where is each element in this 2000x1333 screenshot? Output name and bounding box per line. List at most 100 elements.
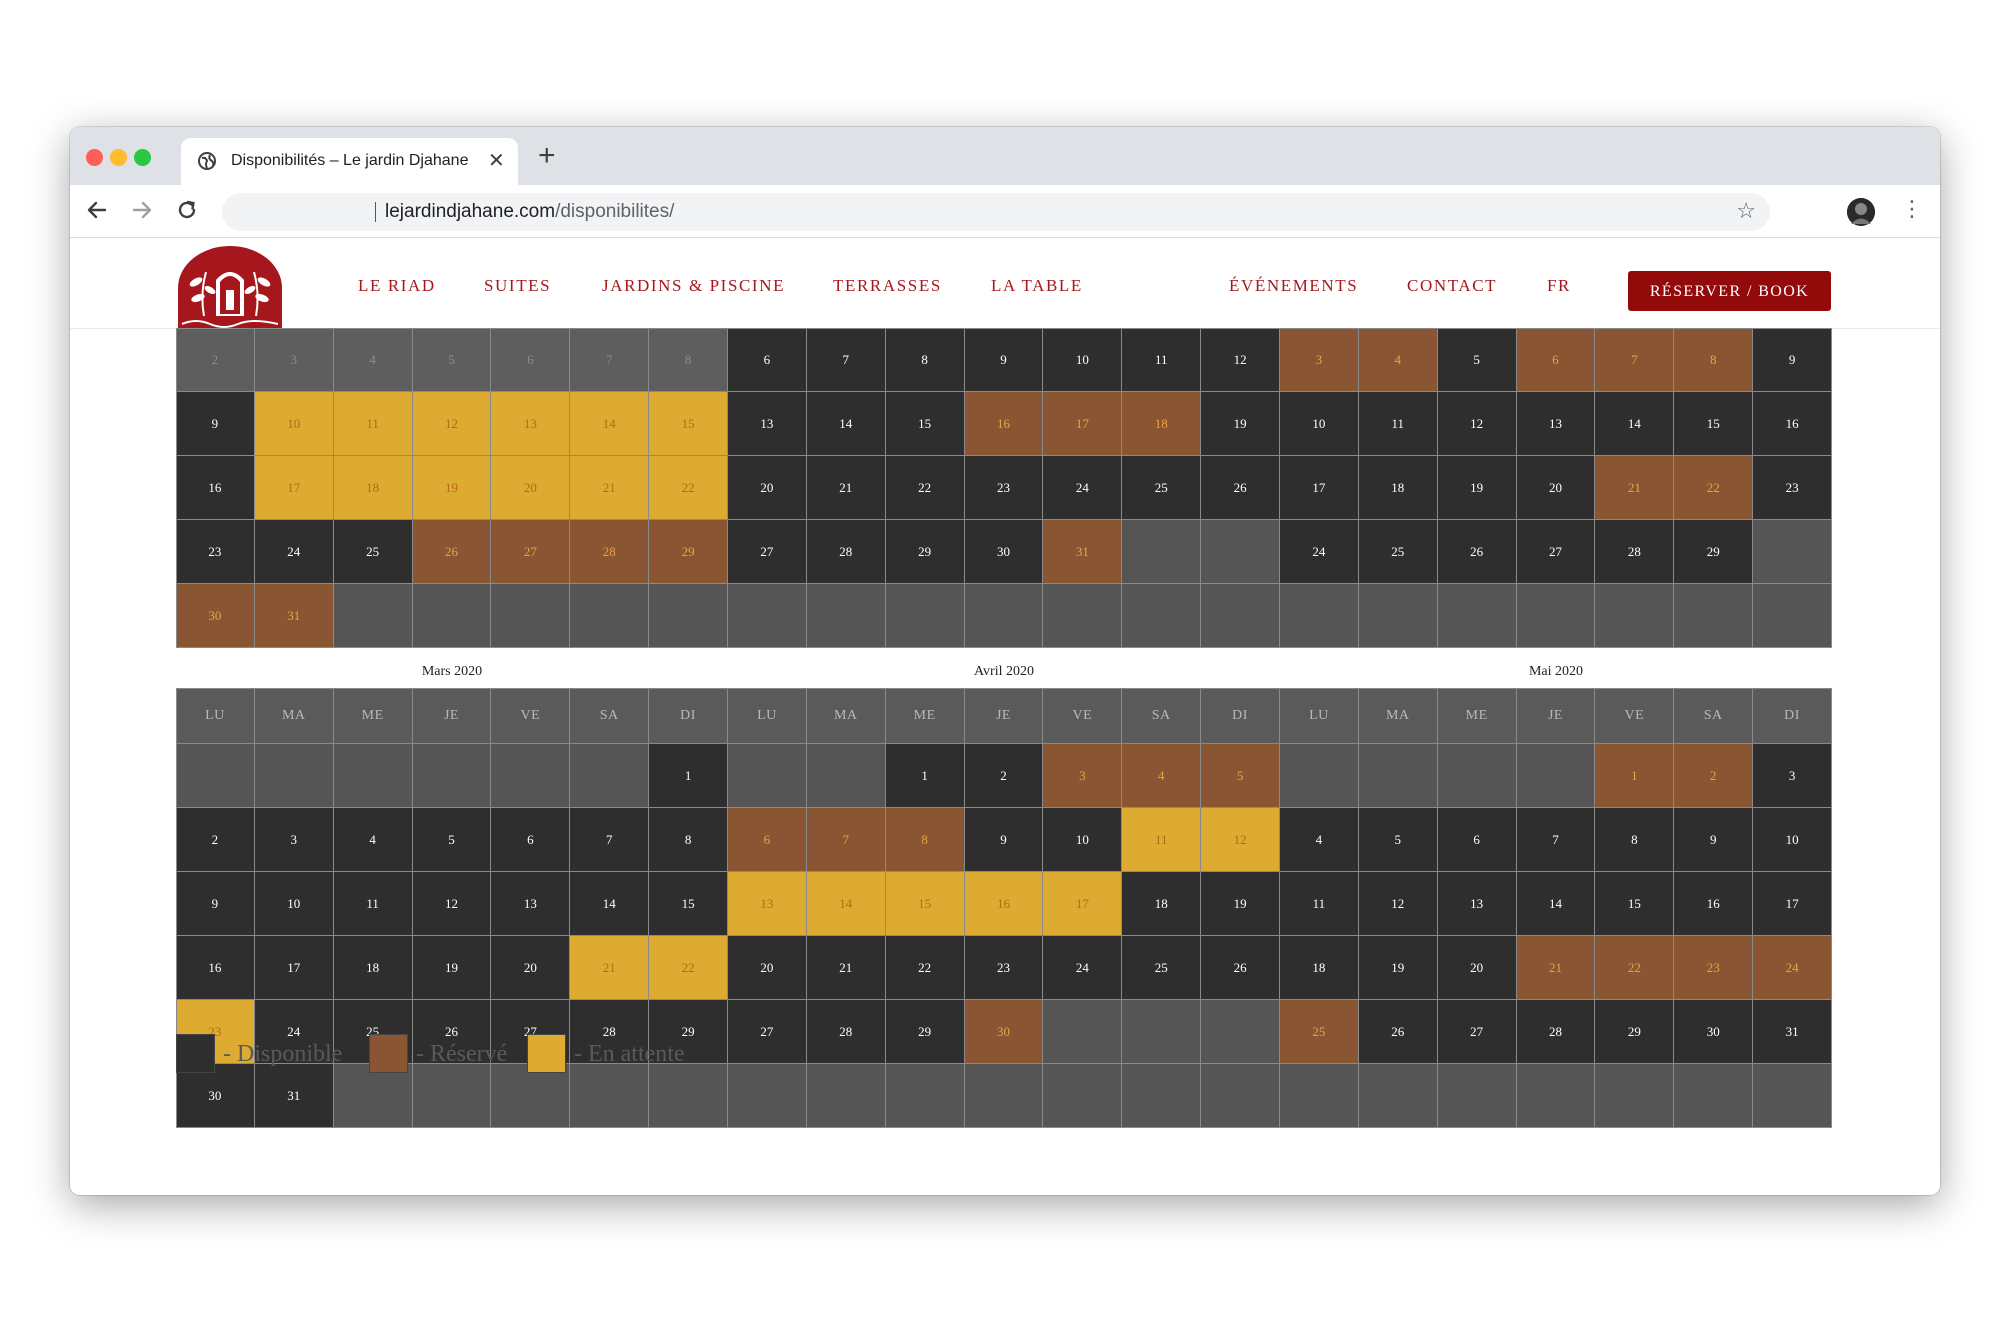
day-cell[interactable]: 19: [412, 456, 492, 520]
day-cell[interactable]: 25: [1122, 456, 1202, 520]
day-cell[interactable]: 30: [964, 520, 1044, 584]
day-cell[interactable]: 27: [1437, 1000, 1517, 1064]
day-cell[interactable]: 14: [1516, 872, 1596, 936]
day-cell[interactable]: 28: [806, 1000, 886, 1064]
day-cell[interactable]: 13: [1437, 872, 1517, 936]
day-cell[interactable]: 21: [570, 936, 650, 1000]
minimize-window-button[interactable]: [110, 149, 127, 166]
back-icon[interactable]: [84, 197, 110, 223]
day-cell[interactable]: 20: [491, 936, 571, 1000]
day-cell[interactable]: 7: [570, 808, 650, 872]
day-cell[interactable]: 17: [254, 936, 334, 1000]
day-cell[interactable]: 21: [570, 456, 650, 520]
nav-item-fr[interactable]: FR: [1547, 276, 1571, 295]
day-cell[interactable]: 15: [1595, 872, 1675, 936]
day-cell[interactable]: 22: [885, 456, 965, 520]
day-cell[interactable]: 24: [1753, 936, 1832, 1000]
day-cell[interactable]: 22: [1674, 456, 1754, 520]
day-cell[interactable]: 20: [1516, 456, 1596, 520]
day-cell[interactable]: 22: [885, 936, 965, 1000]
day-cell[interactable]: 29: [649, 1000, 728, 1064]
day-cell[interactable]: 21: [806, 456, 886, 520]
day-cell[interactable]: 29: [649, 520, 728, 584]
day-cell[interactable]: 16: [964, 392, 1044, 456]
day-cell[interactable]: 19: [1437, 456, 1517, 520]
day-cell[interactable]: 4: [1280, 808, 1359, 872]
day-cell[interactable]: 22: [1595, 936, 1675, 1000]
day-cell[interactable]: 20: [728, 936, 807, 1000]
day-cell[interactable]: 8: [885, 808, 965, 872]
day-cell[interactable]: 30: [176, 1064, 255, 1128]
tab-active[interactable]: Disponibilités – Le jardin Djahane ✕: [181, 138, 518, 185]
day-cell[interactable]: 29: [885, 1000, 965, 1064]
day-cell[interactable]: 27: [728, 520, 807, 584]
day-cell[interactable]: 5: [412, 808, 492, 872]
day-cell[interactable]: 14: [570, 872, 650, 936]
day-cell[interactable]: 29: [885, 520, 965, 584]
day-cell[interactable]: 13: [728, 392, 807, 456]
day-cell[interactable]: 16: [176, 936, 255, 1000]
day-cell[interactable]: 30: [176, 584, 255, 648]
new-tab-button[interactable]: +: [538, 139, 556, 172]
day-cell[interactable]: 11: [1280, 872, 1359, 936]
day-cell[interactable]: 3: [254, 328, 334, 392]
day-cell[interactable]: 7: [1516, 808, 1596, 872]
day-cell[interactable]: 28: [1595, 520, 1675, 584]
day-cell[interactable]: 18: [1280, 936, 1359, 1000]
day-cell[interactable]: 12: [412, 392, 492, 456]
day-cell[interactable]: 4: [333, 808, 413, 872]
day-cell[interactable]: 21: [806, 936, 886, 1000]
day-cell[interactable]: 28: [570, 520, 650, 584]
day-cell[interactable]: 9: [964, 328, 1044, 392]
day-cell[interactable]: 2: [1674, 744, 1754, 808]
day-cell[interactable]: 29: [1595, 1000, 1675, 1064]
day-cell[interactable]: 14: [1595, 392, 1675, 456]
day-cell[interactable]: 21: [1516, 936, 1596, 1000]
day-cell[interactable]: 5: [412, 328, 492, 392]
day-cell[interactable]: 20: [1437, 936, 1517, 1000]
day-cell[interactable]: 26: [1358, 1000, 1438, 1064]
nav-item-jardins-piscine[interactable]: JARDINS & PISCINE: [602, 276, 786, 295]
day-cell[interactable]: 26: [1437, 520, 1517, 584]
day-cell[interactable]: 7: [806, 808, 886, 872]
day-cell[interactable]: 2: [964, 744, 1044, 808]
day-cell[interactable]: 14: [806, 392, 886, 456]
day-cell[interactable]: 15: [649, 872, 728, 936]
day-cell[interactable]: 17: [1043, 392, 1123, 456]
day-cell[interactable]: 8: [1595, 808, 1675, 872]
day-cell[interactable]: 21: [1595, 456, 1675, 520]
day-cell[interactable]: 31: [1753, 1000, 1832, 1064]
day-cell[interactable]: 26: [412, 520, 492, 584]
day-cell[interactable]: 18: [1122, 872, 1202, 936]
book-button[interactable]: RÉSERVER / BOOK: [1628, 271, 1831, 311]
day-cell[interactable]: 15: [885, 872, 965, 936]
day-cell[interactable]: 4: [333, 328, 413, 392]
day-cell[interactable]: 23: [1674, 936, 1754, 1000]
day-cell[interactable]: 7: [806, 328, 886, 392]
day-cell[interactable]: 5: [1201, 744, 1280, 808]
day-cell[interactable]: 15: [885, 392, 965, 456]
nav-item-suites[interactable]: SUITES: [484, 276, 552, 295]
day-cell[interactable]: 1: [885, 744, 965, 808]
nav-item-événements[interactable]: ÉVÉNEMENTS: [1229, 276, 1359, 295]
close-window-button[interactable]: [86, 149, 103, 166]
day-cell[interactable]: 16: [1674, 872, 1754, 936]
day-cell[interactable]: 23: [1753, 456, 1832, 520]
day-cell[interactable]: 6: [1437, 808, 1517, 872]
day-cell[interactable]: 14: [570, 392, 650, 456]
day-cell[interactable]: 12: [1201, 808, 1280, 872]
day-cell[interactable]: 1: [1595, 744, 1675, 808]
day-cell[interactable]: 7: [1595, 328, 1675, 392]
day-cell[interactable]: 7: [570, 328, 650, 392]
day-cell[interactable]: 10: [1043, 328, 1123, 392]
nav-item-la-table[interactable]: LA TABLE: [991, 276, 1083, 295]
day-cell[interactable]: 24: [254, 1000, 334, 1064]
day-cell[interactable]: 13: [1516, 392, 1596, 456]
day-cell[interactable]: 28: [570, 1000, 650, 1064]
day-cell[interactable]: 18: [1358, 456, 1438, 520]
day-cell[interactable]: 9: [176, 872, 255, 936]
day-cell[interactable]: 10: [1753, 808, 1832, 872]
day-cell[interactable]: 6: [1516, 328, 1596, 392]
day-cell[interactable]: 13: [491, 392, 571, 456]
day-cell[interactable]: 30: [1674, 1000, 1754, 1064]
